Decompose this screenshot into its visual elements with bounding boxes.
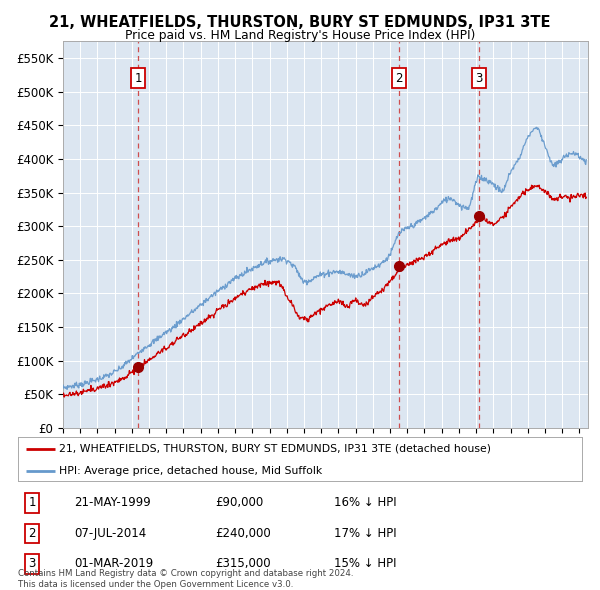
Text: 3: 3 bbox=[28, 558, 36, 571]
Text: HPI: Average price, detached house, Mid Suffolk: HPI: Average price, detached house, Mid … bbox=[59, 466, 322, 476]
Text: Price paid vs. HM Land Registry's House Price Index (HPI): Price paid vs. HM Land Registry's House … bbox=[125, 29, 475, 42]
Text: 2: 2 bbox=[395, 72, 403, 85]
Text: 21, WHEATFIELDS, THURSTON, BURY ST EDMUNDS, IP31 3TE (detached house): 21, WHEATFIELDS, THURSTON, BURY ST EDMUN… bbox=[59, 444, 491, 454]
Text: 21-MAY-1999: 21-MAY-1999 bbox=[74, 496, 151, 509]
Text: 21, WHEATFIELDS, THURSTON, BURY ST EDMUNDS, IP31 3TE: 21, WHEATFIELDS, THURSTON, BURY ST EDMUN… bbox=[49, 15, 551, 30]
Text: 17% ↓ HPI: 17% ↓ HPI bbox=[334, 527, 397, 540]
Text: £240,000: £240,000 bbox=[215, 527, 271, 540]
Text: 1: 1 bbox=[134, 72, 142, 85]
Text: 3: 3 bbox=[475, 72, 483, 85]
Text: Contains HM Land Registry data © Crown copyright and database right 2024.
This d: Contains HM Land Registry data © Crown c… bbox=[18, 569, 353, 589]
Text: £315,000: £315,000 bbox=[215, 558, 271, 571]
Text: £90,000: £90,000 bbox=[215, 496, 263, 509]
Text: 1: 1 bbox=[28, 496, 36, 509]
Text: 2: 2 bbox=[28, 527, 36, 540]
Text: 07-JUL-2014: 07-JUL-2014 bbox=[74, 527, 146, 540]
Text: 16% ↓ HPI: 16% ↓ HPI bbox=[334, 496, 397, 509]
Text: 01-MAR-2019: 01-MAR-2019 bbox=[74, 558, 154, 571]
Text: 15% ↓ HPI: 15% ↓ HPI bbox=[334, 558, 397, 571]
